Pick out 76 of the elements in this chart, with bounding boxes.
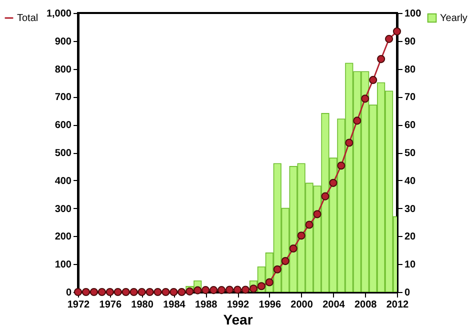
- point: [289, 244, 298, 253]
- y2-tick-label: 80: [404, 64, 416, 76]
- point: [329, 178, 338, 187]
- point: [154, 288, 162, 296]
- point: [178, 288, 186, 296]
- point: [321, 192, 330, 200]
- x-tick-label: 1984: [163, 300, 186, 310]
- point: [82, 288, 90, 296]
- point: [281, 257, 290, 266]
- point: [186, 287, 194, 296]
- point: [377, 55, 386, 64]
- y2-tick-label: 0: [404, 288, 410, 298]
- y2-tick-label: 70: [404, 92, 416, 104]
- point: [106, 288, 114, 296]
- y-tick-label: 900: [54, 36, 72, 48]
- x-axis-title: Year: [223, 312, 254, 328]
- point: [114, 288, 122, 296]
- point: [146, 288, 154, 296]
- point: [265, 278, 274, 286]
- y-tick-label: 400: [54, 176, 72, 187]
- point: [337, 162, 346, 170]
- point: [233, 286, 242, 294]
- point: [353, 116, 362, 125]
- y-tick-label: 200: [54, 232, 72, 243]
- point: [305, 220, 314, 229]
- x-tick-label: 1996: [258, 300, 282, 310]
- y2-tick-label: 30: [404, 204, 416, 215]
- y2-tick-label: 10: [404, 260, 416, 271]
- y2-tick-label: 60: [404, 120, 416, 132]
- point: [369, 76, 378, 84]
- point: [249, 284, 258, 293]
- y-tick-label: 500: [54, 148, 72, 159]
- x-tick-label: 2008: [354, 300, 378, 310]
- x-tick-label: 1980: [131, 300, 154, 310]
- legend-label: Yearly: [440, 13, 468, 24]
- x-tick-label: 2000: [290, 300, 314, 310]
- point: [162, 288, 170, 296]
- point: [345, 138, 354, 147]
- point: [194, 286, 202, 294]
- x-tick-label: 2012: [386, 300, 410, 310]
- x-tick-label: 2004: [322, 300, 346, 310]
- point: [218, 286, 226, 294]
- y2-tick-label: 20: [404, 232, 416, 243]
- point: [210, 286, 218, 294]
- point: [202, 286, 210, 294]
- y-tick-label: 100: [54, 260, 72, 271]
- y-tick-label: 300: [54, 204, 72, 215]
- legend-label: Total: [17, 13, 38, 24]
- x-tick-label: 1972: [67, 300, 90, 310]
- y2-tick-label: 100: [404, 8, 422, 20]
- x-tick-label: 1988: [194, 300, 218, 310]
- y-tick-label: 0: [66, 288, 72, 298]
- y-tick-label: 700: [54, 92, 72, 104]
- point: [98, 288, 106, 296]
- y2-tick-label: 90: [404, 36, 416, 48]
- y2-tick-label: 50: [404, 148, 416, 159]
- point: [170, 288, 178, 296]
- y2-tick-label: 40: [404, 176, 416, 187]
- point: [297, 232, 306, 240]
- point: [392, 27, 402, 36]
- point: [257, 282, 266, 290]
- y-tick-label: 800: [54, 64, 72, 76]
- x-tick-label: 1976: [99, 300, 122, 310]
- point: [361, 94, 370, 103]
- point: [122, 288, 130, 296]
- point: [313, 210, 322, 218]
- point: [384, 34, 394, 43]
- y-tick-label: 1,000: [46, 8, 72, 20]
- x-tick-label: 1992: [226, 300, 250, 310]
- point: [138, 288, 146, 296]
- point: [273, 265, 282, 274]
- point: [225, 286, 234, 294]
- y-tick-label: 600: [54, 120, 72, 132]
- point: [90, 288, 98, 296]
- point: [241, 286, 250, 294]
- point: [130, 288, 138, 296]
